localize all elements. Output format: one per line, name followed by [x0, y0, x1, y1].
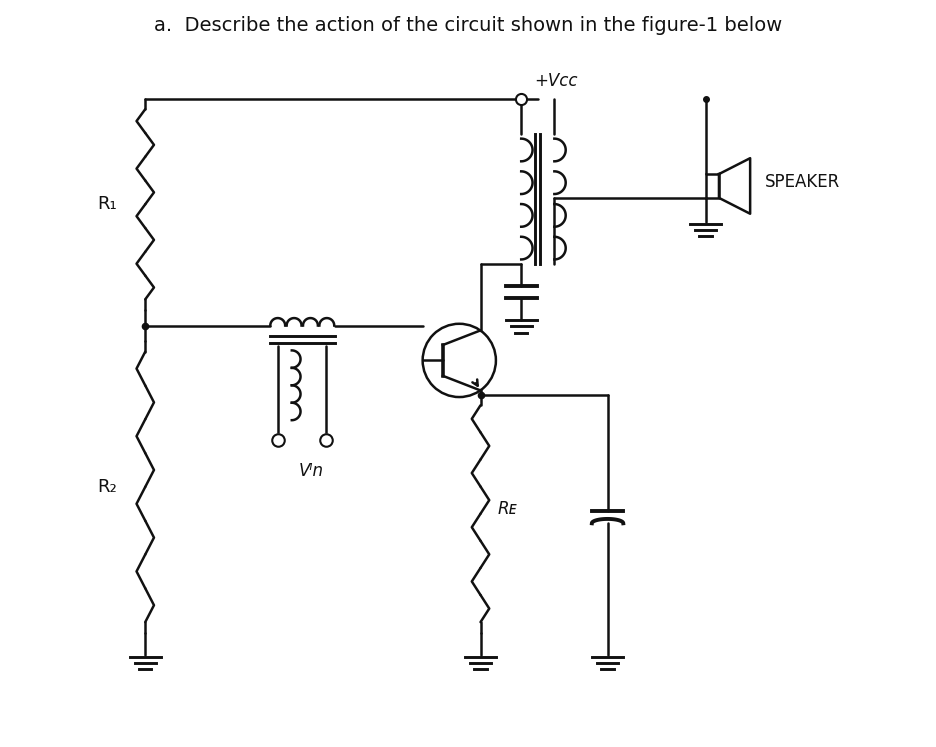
Text: R₂: R₂ — [97, 478, 117, 496]
Text: a.  Describe the action of the circuit shown in the figure-1 below: a. Describe the action of the circuit sh… — [154, 16, 782, 35]
Text: Rᴇ: Rᴇ — [498, 500, 518, 518]
Text: SPEAKER: SPEAKER — [765, 173, 840, 190]
Bar — [706, 174, 719, 198]
Text: Vᴵn: Vᴵn — [299, 462, 324, 480]
Text: +Vᴄᴄ: +Vᴄᴄ — [534, 72, 578, 90]
Text: R₁: R₁ — [97, 195, 117, 214]
